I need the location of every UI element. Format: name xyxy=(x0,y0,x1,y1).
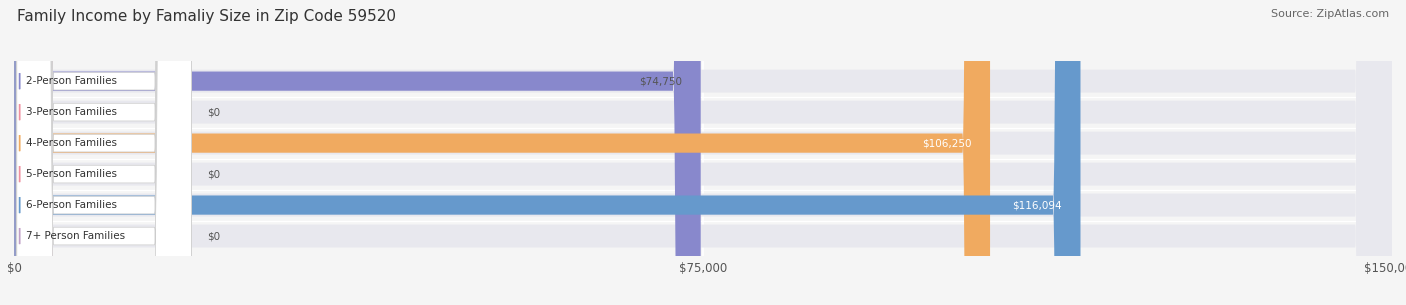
FancyBboxPatch shape xyxy=(17,0,191,305)
FancyBboxPatch shape xyxy=(14,0,1392,305)
FancyBboxPatch shape xyxy=(14,0,700,305)
FancyBboxPatch shape xyxy=(17,0,191,305)
Text: Family Income by Famaliy Size in Zip Code 59520: Family Income by Famaliy Size in Zip Cod… xyxy=(17,9,396,24)
FancyBboxPatch shape xyxy=(14,0,1392,305)
FancyBboxPatch shape xyxy=(14,0,1080,305)
Text: 3-Person Families: 3-Person Families xyxy=(25,107,117,117)
FancyBboxPatch shape xyxy=(14,0,52,305)
Text: 2-Person Families: 2-Person Families xyxy=(25,76,117,86)
Text: 4-Person Families: 4-Person Families xyxy=(25,138,117,148)
Text: 7+ Person Families: 7+ Person Families xyxy=(25,231,125,241)
FancyBboxPatch shape xyxy=(14,0,1392,305)
Text: 6-Person Families: 6-Person Families xyxy=(25,200,117,210)
FancyBboxPatch shape xyxy=(17,0,191,305)
Text: $106,250: $106,250 xyxy=(922,138,972,148)
Text: Source: ZipAtlas.com: Source: ZipAtlas.com xyxy=(1271,9,1389,19)
Text: $0: $0 xyxy=(207,231,221,241)
FancyBboxPatch shape xyxy=(14,0,52,305)
FancyBboxPatch shape xyxy=(14,0,52,305)
FancyBboxPatch shape xyxy=(17,0,191,305)
Text: $0: $0 xyxy=(207,107,221,117)
FancyBboxPatch shape xyxy=(17,0,191,305)
FancyBboxPatch shape xyxy=(17,0,191,305)
FancyBboxPatch shape xyxy=(14,0,1392,305)
Text: $74,750: $74,750 xyxy=(640,76,682,86)
Text: $116,094: $116,094 xyxy=(1012,200,1062,210)
FancyBboxPatch shape xyxy=(14,0,990,305)
Text: $0: $0 xyxy=(207,169,221,179)
FancyBboxPatch shape xyxy=(14,0,1392,305)
Text: 5-Person Families: 5-Person Families xyxy=(25,169,117,179)
FancyBboxPatch shape xyxy=(14,0,1392,305)
